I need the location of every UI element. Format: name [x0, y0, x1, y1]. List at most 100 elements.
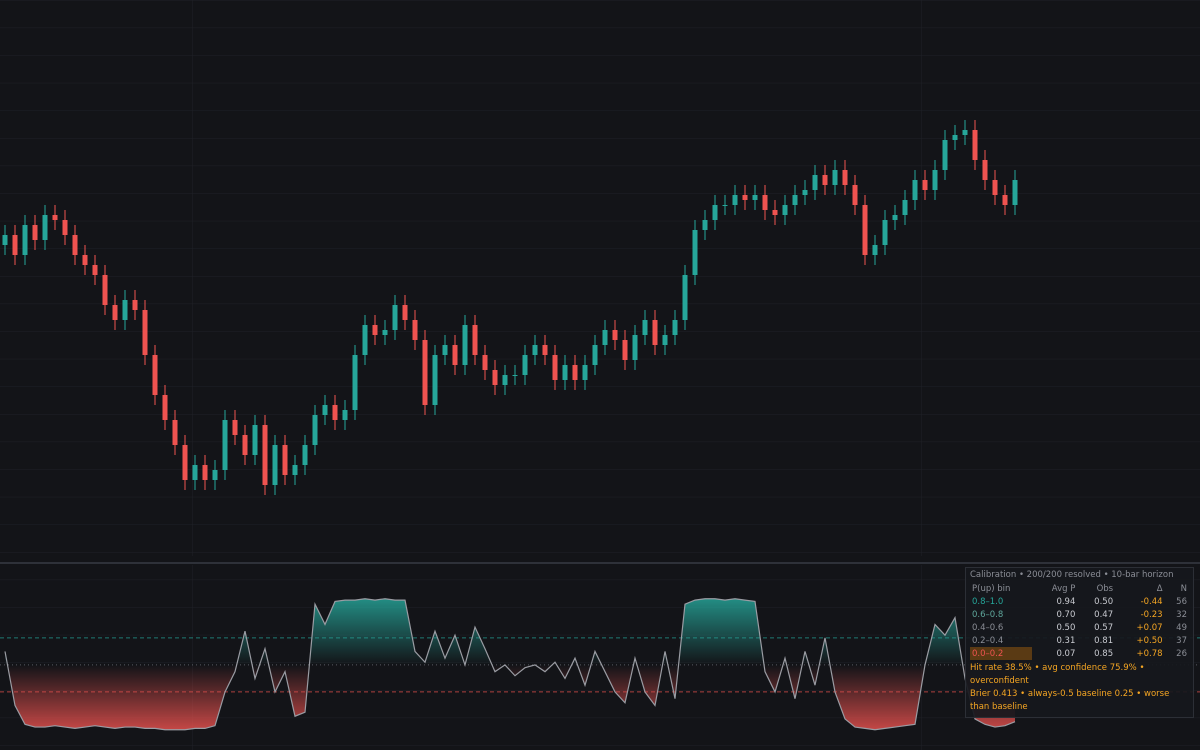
candle-body	[412, 320, 418, 340]
candle-body	[712, 205, 718, 220]
candle-body	[362, 325, 368, 355]
table-cell: +0.78	[1136, 648, 1163, 659]
table-cell: 0.94	[1056, 596, 1076, 607]
table-cell: +0.07	[1136, 622, 1163, 633]
table-cell: 0.6–0.8	[972, 609, 1004, 620]
candle-body	[762, 195, 768, 210]
table-cell: 37	[1176, 635, 1187, 646]
candle-body	[82, 255, 88, 265]
table-cell: 0.81	[1094, 635, 1114, 646]
candle-body	[582, 365, 588, 380]
candle-body	[452, 345, 458, 365]
candle-body	[302, 445, 308, 465]
table-cell: 0.50	[1094, 596, 1114, 607]
candle-body	[862, 205, 868, 255]
column-header: Obs	[1096, 583, 1114, 594]
candle-body	[202, 465, 208, 480]
panel-title: Calibration • 200/200 resolved • 10-bar …	[970, 570, 1174, 580]
candle-body	[532, 345, 538, 355]
table-cell: 49	[1176, 622, 1187, 633]
table-cell: 0.4–0.6	[972, 622, 1004, 633]
table-cell: 0.70	[1056, 609, 1076, 620]
candle-body	[542, 345, 548, 355]
candle-body	[912, 180, 918, 200]
candle-body	[232, 420, 238, 435]
candle-body	[902, 200, 908, 215]
candle-body	[932, 170, 938, 190]
candle-body	[22, 225, 28, 255]
candle-body	[962, 130, 968, 135]
candle-body	[812, 175, 818, 190]
candle-body	[352, 355, 358, 410]
table-cell: 0.0–0.2	[970, 647, 1032, 660]
candle-body	[312, 415, 318, 445]
candle-body	[72, 235, 78, 255]
table-cell: 56	[1176, 596, 1187, 607]
prob-line	[4, 598, 1016, 731]
candle-body	[342, 410, 348, 420]
column-header: N	[1180, 583, 1187, 594]
candle-body	[552, 355, 558, 380]
candle-body	[842, 170, 848, 185]
prob-fill-down	[7, 664, 1015, 730]
candle-body	[602, 330, 608, 345]
candle-body	[572, 365, 578, 380]
candle-body	[992, 180, 998, 195]
candle-body	[692, 230, 698, 275]
candle-body	[832, 170, 838, 185]
candle-body	[132, 300, 138, 310]
brier: Brier 0.413 • always-0.5 baseline 0.25 •…	[970, 689, 1170, 712]
candle-body	[12, 235, 18, 255]
candle-body	[502, 375, 508, 385]
candle-body	[282, 445, 288, 475]
candle-body	[102, 275, 108, 305]
table-cell: 0.07	[1056, 648, 1076, 659]
candle-body	[242, 435, 248, 455]
candle-body	[442, 345, 448, 355]
candle-body	[1002, 195, 1008, 205]
candle-body	[422, 340, 428, 405]
candle-body	[792, 195, 798, 205]
candle-body	[942, 140, 948, 170]
candle-body	[42, 215, 48, 240]
candle-body	[872, 245, 878, 255]
candle-body	[182, 445, 188, 480]
candle-body	[772, 210, 778, 215]
candle-body	[472, 325, 478, 355]
candle-body	[622, 340, 628, 360]
candle-body	[62, 220, 68, 235]
candle-body	[1012, 180, 1018, 205]
candle-body	[852, 185, 858, 205]
column-header: Avg P	[1051, 583, 1076, 594]
candle-body	[892, 215, 898, 220]
candle-body	[2, 235, 8, 245]
column-header: Δ	[1156, 583, 1163, 594]
candle-body	[32, 225, 38, 240]
candle-body	[382, 330, 388, 335]
candle-body	[402, 305, 408, 320]
candle-body	[612, 330, 618, 340]
candle-body	[322, 405, 328, 415]
table-row: 0.0–0.2 0.07 0.85 +0.78 26	[970, 647, 1189, 660]
candle-body	[492, 370, 498, 385]
candle-body	[592, 345, 598, 365]
candle-body	[162, 395, 168, 420]
candle-body	[192, 465, 198, 480]
calibration-panel: Calibration • 200/200 resolved • 10-bar …	[965, 567, 1194, 718]
column-header: P(up) bin	[972, 583, 1011, 594]
grid	[0, 0, 1200, 556]
table-cell: 0.2–0.4	[972, 635, 1004, 646]
candle-body	[682, 275, 688, 320]
table-cell: 0.8–1.0	[972, 596, 1004, 607]
table-cell: 26	[1176, 648, 1187, 659]
candle-body	[672, 320, 678, 335]
candle-body	[952, 135, 958, 140]
candle-body	[432, 355, 438, 405]
candle-body	[512, 375, 518, 376]
candle-body	[122, 300, 128, 320]
candle-body	[782, 205, 788, 215]
candle-body	[982, 160, 988, 180]
candle-body	[272, 445, 278, 485]
candle-body	[632, 335, 638, 360]
